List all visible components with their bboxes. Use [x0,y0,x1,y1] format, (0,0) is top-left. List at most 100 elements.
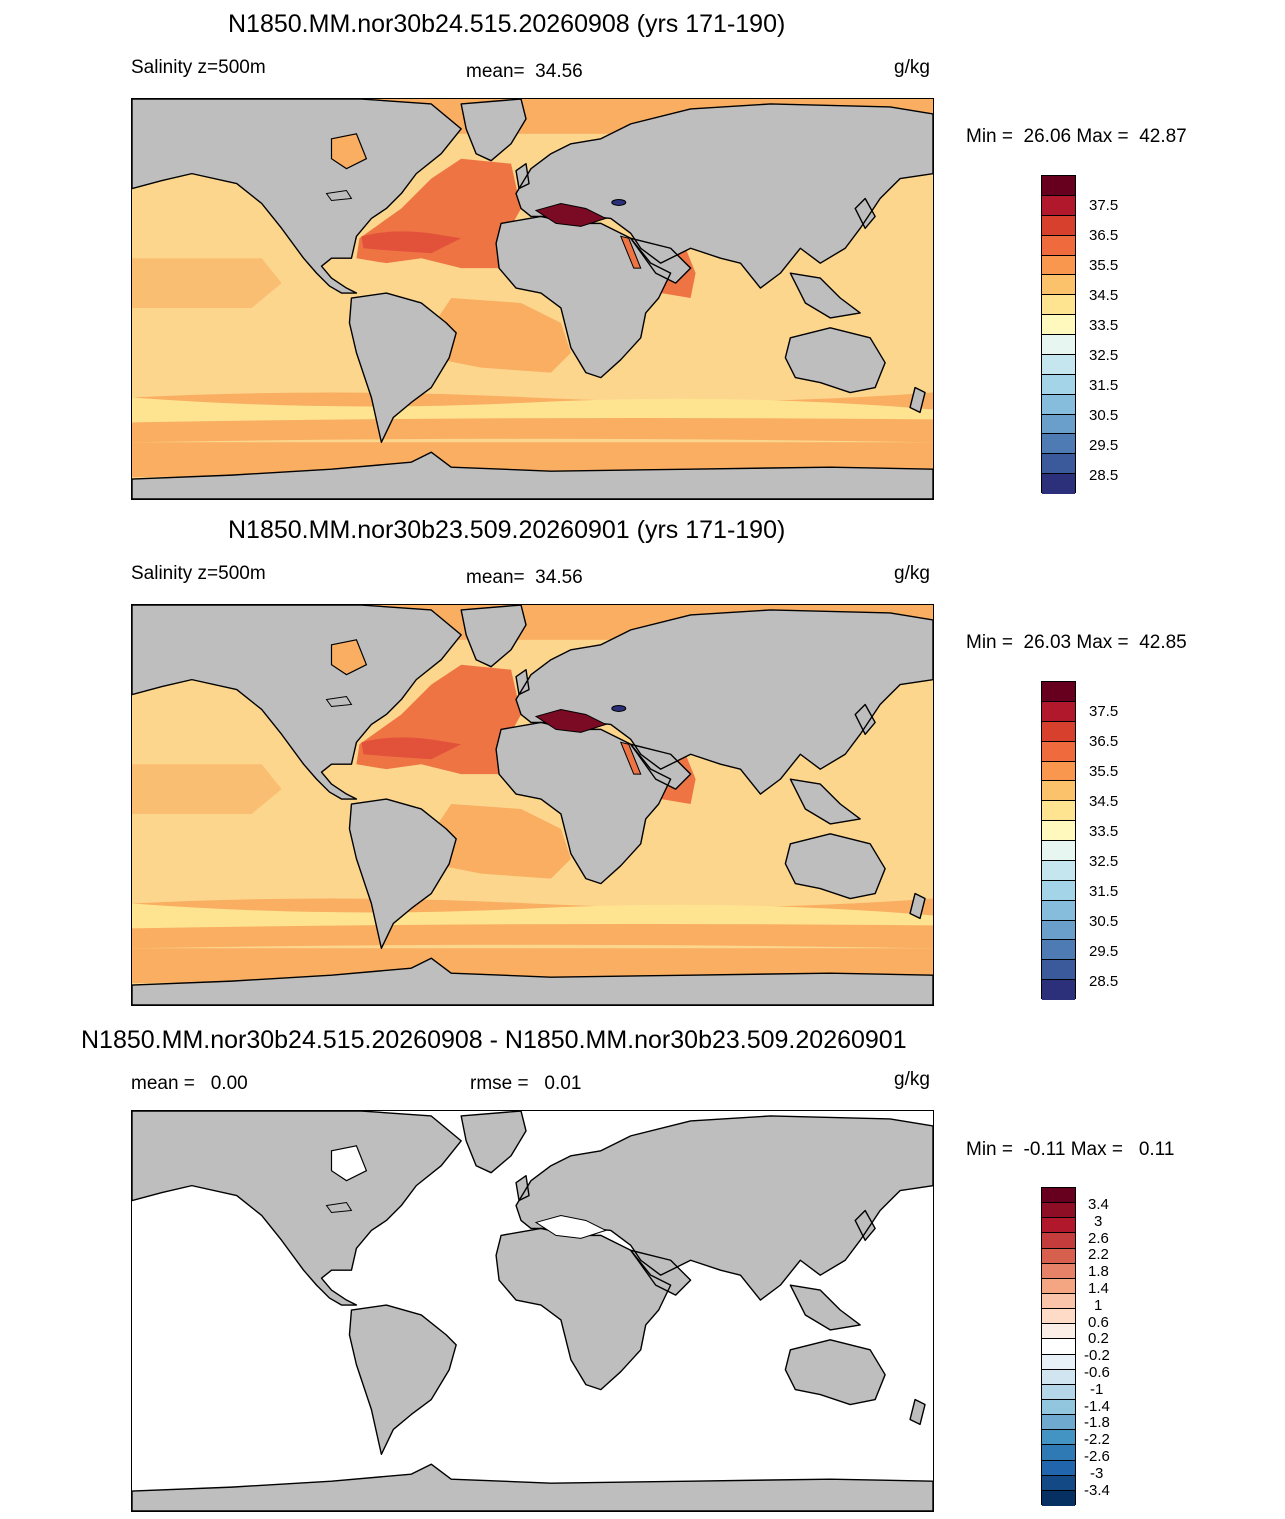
coastline-nz [909,386,926,414]
coastline-northAmerica [132,1111,462,1306]
panel-2-colorbar [1041,681,1076,1000]
colorbar-tick-label: 35.5 [1089,763,1119,780]
world-map-difference [132,1111,933,1511]
land-eurasia [516,609,933,795]
colorbar-tick-label: 36.5 [1089,227,1119,244]
coastline-africa [495,721,672,885]
land-britain [516,669,530,695]
colorbar-swatch [1042,1339,1075,1355]
colorbar-swatch [1042,1415,1075,1431]
panel-2-field-label: Salinity z=500m [131,563,266,584]
colorbar-tick-label: 35.5 [1089,257,1119,274]
land-seAsia [790,1285,861,1330]
coastline-britain [515,162,530,190]
great-lakes [325,696,353,708]
colorbar-swatch [1042,860,1075,881]
great-lakes [325,190,353,202]
coastline-australia [784,1339,886,1406]
world-map-salinity [132,99,933,499]
land-northAmerica [132,605,462,800]
colorbar-tick-label: 32.5 [1089,853,1119,870]
colorbar-swatch [1042,394,1075,415]
colorbar-tick-label: 1.4 [1088,1280,1109,1297]
colorbar-swatch [1042,1233,1075,1249]
colorbar-swatch [1042,295,1075,316]
colorbar-swatch [1042,374,1075,395]
coastline-seAsia [789,1284,861,1331]
colorbar-tick-label: 1 [1094,1296,1103,1314]
land-seAsia [790,779,861,824]
colorbar-tick-label: 32.5 [1089,347,1119,364]
colorbar-tick-label: 31.5 [1089,883,1119,900]
colorbar-tick-label: 31.5 [1089,377,1119,394]
land-africa [496,722,671,884]
colorbar-tick-label: -2.6 [1084,1448,1110,1465]
colorbar-swatch [1042,1218,1075,1234]
colorbar-tick-label: -1 [1090,1380,1104,1398]
colorbar-swatch [1042,1309,1075,1325]
land-japan [855,1210,876,1241]
colorbar-swatch [1042,920,1075,941]
colorbar-swatch [1042,781,1075,802]
panel-1-field-label: Salinity z=500m [131,57,266,78]
coastline-greenland [460,1111,527,1174]
colorbar-tick-label: 3 [1094,1212,1103,1230]
colorbar-swatch [1042,434,1075,455]
coastline-northAmerica [132,99,462,294]
land-eurasia [516,1115,933,1301]
land-northAmerica [132,99,462,294]
mediterranean-sea [534,202,608,227]
colorbar-swatch [1042,1490,1075,1506]
red-sea [619,741,642,775]
land-africa [496,1228,671,1390]
colorbar-tick-label: 0.6 [1088,1313,1109,1331]
colorbar-swatch [1042,255,1075,276]
colorbar-swatch [1042,701,1075,722]
colorbar-swatch [1042,900,1075,921]
north-pacific-subtropics [132,258,282,308]
land-australia [785,1339,886,1405]
colorbar-swatch [1042,721,1075,742]
coastline-arabia [630,237,692,284]
world-map-salinity [132,605,933,1005]
land-japan [855,198,876,229]
colorbar-swatch [1042,1430,1075,1446]
north-pacific-subtropics [132,764,282,814]
hudson-bay [330,1145,368,1182]
colorbar-swatch [1042,335,1075,355]
colorbar-swatch [1042,315,1075,335]
land-britain [516,163,530,189]
colorbar-tick-label: -3 [1090,1464,1104,1482]
coastline-seAsia [789,272,861,319]
colorbar-tick-label: 29.5 [1089,437,1119,454]
colorbar-swatch [1042,1399,1075,1416]
colorbar-swatch [1042,1460,1075,1476]
land-antarctica [132,1464,933,1511]
coastline-australia [784,327,886,394]
colorbar-tick-label: 33.5 [1089,317,1119,334]
colorbar-tick-label: 0.2 [1088,1330,1109,1348]
coastline-japan [854,703,876,736]
colorbar-swatch [1042,821,1075,841]
land-northAmerica [132,1111,462,1306]
panel-1-title: N1850.MM.nor30b24.515.20260908 (yrs 171-… [228,10,786,38]
red-sea [619,235,642,269]
colorbar-swatch [1042,275,1075,296]
colorbar-swatch [1042,235,1075,256]
coastline-nz [909,892,926,920]
colorbar-swatch [1042,1475,1075,1491]
coastline-southAmerica [348,292,457,443]
colorbar-tick-label: 28.5 [1089,467,1119,484]
colorbar-tick-label: 2.2 [1088,1246,1109,1264]
colorbar-swatch [1042,761,1075,782]
colorbar-swatch [1042,1354,1075,1370]
colorbar-tick-label: 3.4 [1088,1196,1109,1213]
colorbar-swatch [1042,980,1075,1000]
colorbar-tick-label: 30.5 [1089,913,1119,930]
colorbar-swatch [1042,841,1075,861]
colorbar-swatch [1042,1293,1075,1310]
coastline-britain [515,1174,530,1202]
panel-1-minmax: Min = 26.06 Max = 42.87 [966,126,1187,147]
land-southAmerica [349,293,457,443]
hudson-bay [330,133,368,170]
